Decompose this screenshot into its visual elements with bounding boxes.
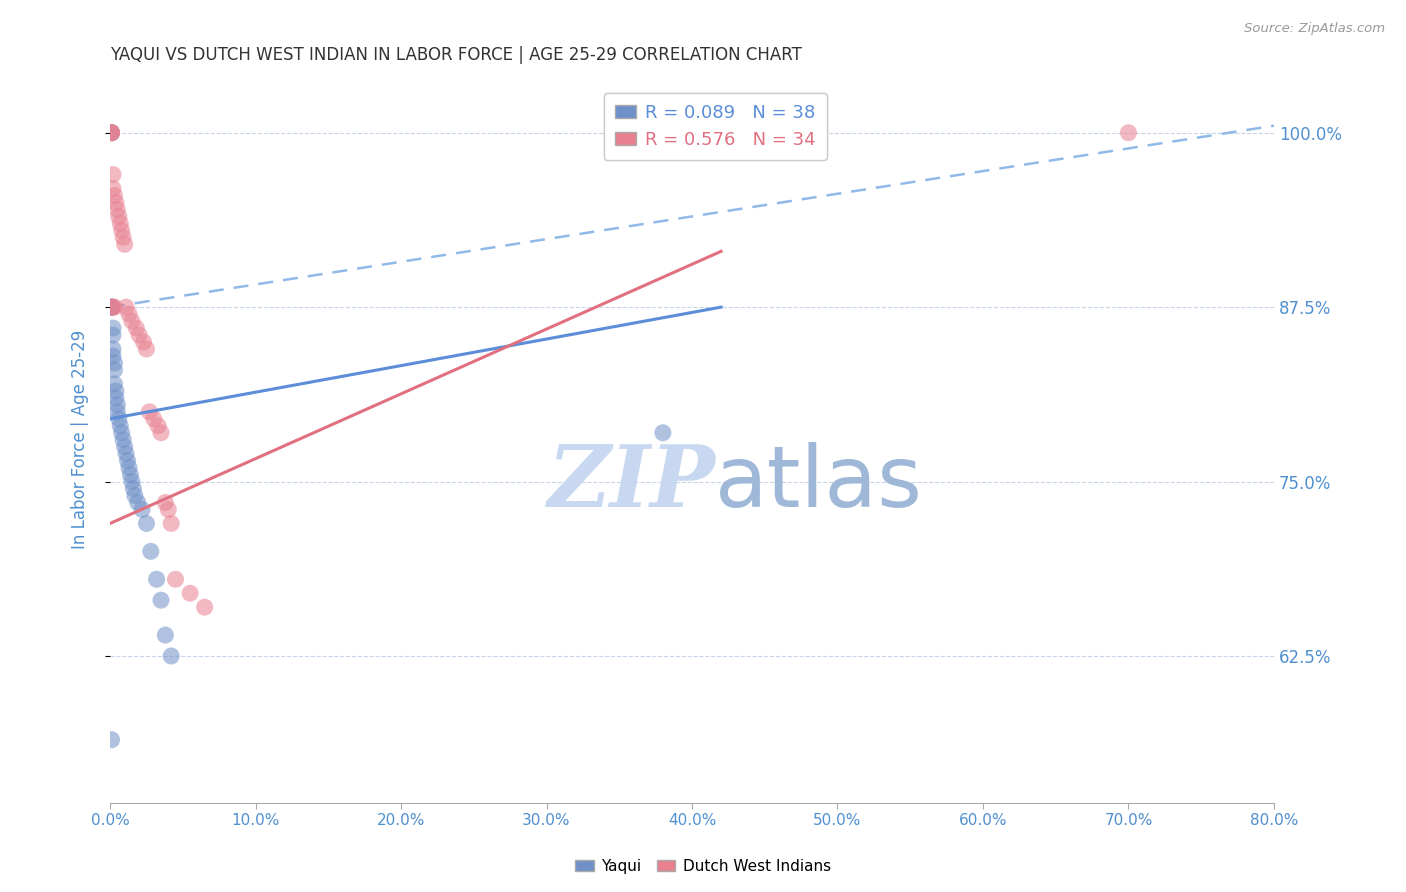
Point (125, 321, 148, 335)
Legend: R = 0.089   N = 38, R = 0.576   N = 34: R = 0.089 N = 38, R = 0.576 N = 34 (603, 93, 827, 160)
Point (131, 502, 153, 516)
Point (115, 300, 138, 314)
Point (103, 300, 125, 314)
Point (105, 202, 128, 217)
Text: YAQUI VS DUTCH WEST INDIAN IN LABOR FORCE | AGE 25-29 CORRELATION CHART: YAQUI VS DUTCH WEST INDIAN IN LABOR FORC… (110, 46, 801, 64)
Point (103, 356, 125, 370)
Point (103, 188, 125, 202)
Point (101, 321, 124, 335)
Point (142, 411, 165, 425)
Point (110, 216, 132, 230)
Point (132, 334, 155, 349)
Point (101, 328, 124, 343)
Point (100, 126, 122, 140)
Point (155, 495, 177, 509)
Point (122, 482, 145, 496)
Point (165, 572, 187, 586)
Legend: Yaqui, Dutch West Indians: Yaqui, Dutch West Indians (569, 853, 837, 880)
Point (110, 418, 132, 433)
Point (100, 126, 122, 140)
Point (100, 126, 122, 140)
Point (100, 732, 122, 747)
Point (157, 502, 180, 516)
Point (114, 237, 136, 252)
Point (100, 126, 122, 140)
Text: atlas: atlas (716, 442, 924, 524)
Point (160, 648, 183, 663)
Point (114, 440, 136, 454)
Point (103, 376, 125, 391)
Text: Source: ZipAtlas.com: Source: ZipAtlas.com (1244, 22, 1385, 36)
Point (121, 475, 143, 489)
Point (139, 544, 162, 558)
Point (100, 300, 122, 314)
Point (194, 600, 217, 615)
Point (1118, 126, 1140, 140)
Point (100, 300, 122, 314)
Point (135, 516, 157, 531)
Point (104, 391, 127, 405)
Point (101, 181, 124, 195)
Point (150, 593, 173, 607)
Point (128, 328, 150, 343)
Point (101, 300, 124, 314)
Point (107, 411, 129, 425)
Point (145, 572, 167, 586)
Point (112, 230, 135, 244)
Point (160, 516, 183, 531)
Point (100, 126, 122, 140)
Point (124, 489, 146, 503)
Point (111, 425, 134, 440)
Point (101, 168, 124, 182)
Point (115, 447, 138, 461)
Point (150, 425, 173, 440)
Point (127, 495, 149, 509)
Point (100, 300, 122, 314)
Point (651, 425, 673, 440)
Point (155, 628, 177, 642)
Point (104, 384, 127, 398)
Point (111, 223, 134, 237)
Point (121, 314, 143, 328)
Point (118, 307, 141, 321)
Point (100, 300, 122, 314)
Point (104, 195, 127, 210)
Point (179, 586, 201, 600)
Text: ZIP: ZIP (547, 442, 716, 525)
Point (135, 342, 157, 356)
Point (105, 398, 128, 412)
Point (107, 210, 129, 224)
Point (138, 405, 160, 419)
Y-axis label: In Labor Force | Age 25-29: In Labor Force | Age 25-29 (72, 330, 89, 549)
Point (117, 453, 139, 467)
Point (101, 349, 124, 363)
Point (146, 418, 169, 433)
Point (118, 460, 141, 475)
Point (101, 342, 124, 356)
Point (103, 363, 125, 377)
Point (105, 405, 128, 419)
Point (120, 467, 142, 482)
Point (112, 433, 135, 447)
